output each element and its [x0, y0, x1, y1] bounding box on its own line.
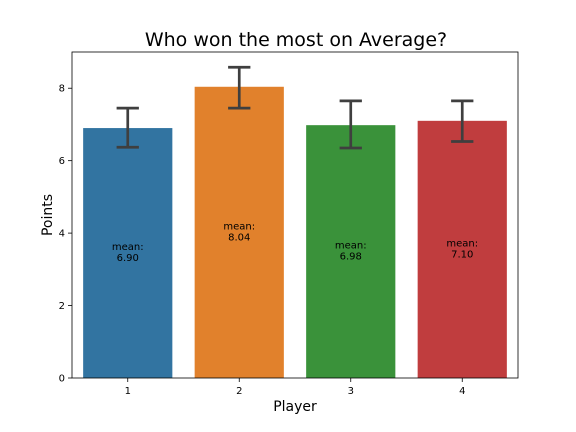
x-tick-label-2: 2 [236, 386, 242, 397]
x-tick-label-1: 1 [125, 386, 131, 397]
x-tick-label-3: 3 [348, 386, 354, 397]
axes-frame [71, 51, 519, 379]
y-tick-label-2: 2 [59, 301, 65, 312]
bar-label-line1-2: mean: [223, 221, 255, 232]
bar-1 [83, 128, 173, 378]
axes: 1 2 3 4 0 2 4 6 8 [59, 84, 466, 397]
y-tick-label-6: 6 [59, 156, 65, 167]
y-tick-label-4: 4 [59, 229, 65, 240]
bar-4 [417, 120, 507, 379]
bar-label-line2-3: 6.98 [340, 252, 362, 263]
bar-3 [306, 125, 396, 379]
bar-label-line2-2: 8.04 [228, 232, 250, 243]
y-axis-label: Points [40, 194, 56, 236]
x-axis-label: Player [273, 399, 317, 415]
y-tick-label-0: 0 [59, 374, 65, 385]
bar-label-line1-4: mean: [446, 238, 478, 249]
y-tick-label-8: 8 [59, 84, 65, 95]
chart-title: Who won the most on Average? [145, 29, 447, 51]
bar-label-line1-1: mean: [112, 242, 144, 253]
x-tick-label-4: 4 [459, 386, 465, 397]
bar-2 [194, 86, 284, 379]
bar-label-line2-4: 7.10 [451, 249, 473, 260]
bar-label-line1-3: mean: [335, 241, 367, 252]
bar-label-line2-1: 6.90 [117, 253, 139, 264]
